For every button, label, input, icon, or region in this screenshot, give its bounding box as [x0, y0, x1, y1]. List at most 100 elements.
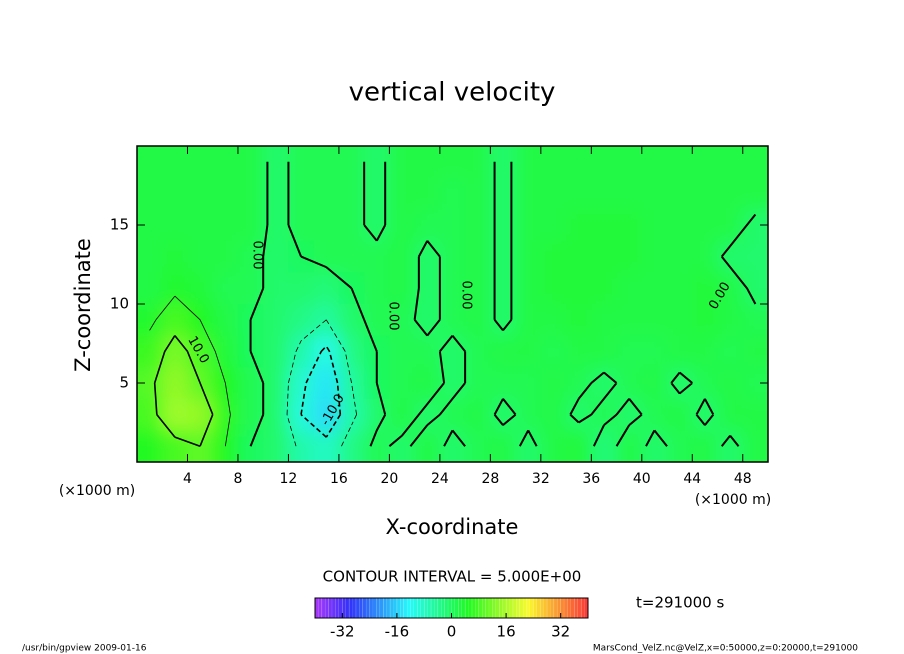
heat-cell [742, 177, 768, 210]
heat-cell [414, 335, 440, 368]
heat-cell [237, 209, 264, 241]
colorbar-segment [423, 597, 428, 619]
heat-cell [465, 304, 491, 336]
heat-cell [338, 240, 365, 273]
heat-cell [439, 146, 466, 178]
colorbar-segment [468, 598, 472, 618]
heat-cell [667, 335, 693, 368]
colorbar-segment [366, 598, 370, 618]
heat-cell [540, 335, 567, 368]
heat-cell [465, 209, 491, 241]
heat-cell [515, 146, 541, 178]
heat-cell [263, 304, 289, 336]
contour-label: 0.00 [250, 241, 265, 270]
heat-cell [692, 177, 718, 210]
heat-cell [717, 177, 743, 210]
time-label: t=291000 s [636, 594, 724, 612]
heat-cell [616, 209, 642, 241]
heat-cell [137, 146, 163, 178]
heat-cell [137, 272, 163, 304]
heat-cell [667, 209, 693, 241]
colorbar-segment [471, 597, 476, 619]
heat-cell [439, 335, 466, 368]
heat-cell [263, 398, 289, 431]
heat-cell [515, 177, 541, 210]
heat-cell [212, 398, 238, 431]
heat-cell [414, 177, 440, 210]
colorbar-segment [584, 598, 588, 618]
heat-cell [641, 240, 668, 273]
heat-cell [212, 146, 238, 178]
heat-cell [692, 240, 718, 273]
heat-cell [439, 398, 466, 431]
heat-cell [288, 367, 314, 399]
x-tick-label: 8 [233, 471, 242, 487]
heat-cell [540, 146, 567, 178]
heat-cell [717, 367, 743, 399]
contour-label: 0.00 [386, 302, 401, 331]
heat-cell [263, 430, 289, 462]
colorbar-segment [570, 598, 575, 618]
y-tick-label: 5 [119, 374, 129, 392]
colorbar-tick-label: 16 [497, 623, 516, 641]
heat-cell [187, 209, 213, 241]
heat-cell [742, 304, 768, 336]
colorbar-segment [489, 598, 493, 618]
x-axis-label: X-coordinate [386, 515, 519, 539]
colorbar-segment [567, 597, 572, 619]
heat-cell [212, 240, 238, 273]
heat-cell [641, 272, 668, 304]
heat-cell [566, 240, 592, 273]
heat-cell [742, 367, 768, 399]
heat-cell [439, 209, 466, 241]
contour-label: 0.00 [459, 281, 474, 310]
colorbar-segment [352, 598, 356, 618]
footer-left: /usr/bin/gpview 2009-01-16 [22, 644, 147, 654]
colorbar-segment [553, 597, 558, 619]
colorbar-segment [441, 598, 445, 618]
colorbar-segment [417, 597, 422, 619]
colorbar-segment [495, 598, 500, 618]
heat-cell [137, 240, 163, 273]
colorbar-segment [560, 597, 565, 619]
heat-cell [288, 304, 314, 336]
heat-cell [389, 240, 415, 273]
colorbar-segment [580, 597, 585, 619]
heat-cell [566, 304, 592, 336]
colorbar-segment [475, 598, 479, 618]
colorbar-segment [396, 597, 401, 619]
x-tick-label: 40 [633, 471, 651, 487]
heat-cell [515, 272, 541, 304]
colorbar-segment [557, 598, 561, 618]
heat-cell [540, 367, 567, 399]
heat-cell [490, 367, 516, 399]
heat-cell [237, 177, 264, 210]
heat-cell [692, 335, 718, 368]
heat-cell [616, 304, 642, 336]
colorbar-segment [362, 597, 367, 619]
heat-cell [566, 209, 592, 241]
heat-cell [641, 335, 668, 368]
colorbar-segment [314, 597, 319, 619]
heat-cell [389, 209, 415, 241]
x-tick-label: 4 [183, 471, 192, 487]
heat-cell [263, 272, 289, 304]
heat-cell [313, 272, 339, 304]
heat-cell [237, 146, 264, 178]
colorbar-segment [451, 597, 456, 619]
y-axis-label: Z-coordinate [71, 238, 95, 372]
heat-cell [212, 177, 238, 210]
heatmap [137, 146, 768, 462]
colorbar-segment [574, 597, 579, 619]
colorbar-segment [550, 598, 554, 618]
heat-cell [641, 398, 668, 431]
colorbar-segment [454, 598, 459, 618]
heat-cell [667, 240, 693, 273]
heat-cell [162, 146, 188, 178]
heat-cell [540, 430, 567, 462]
colorbar-segment [355, 597, 360, 619]
heat-cell [616, 367, 642, 399]
colorbar-segment [376, 597, 381, 619]
heat-cell [641, 177, 668, 210]
heat-cell [515, 335, 541, 368]
